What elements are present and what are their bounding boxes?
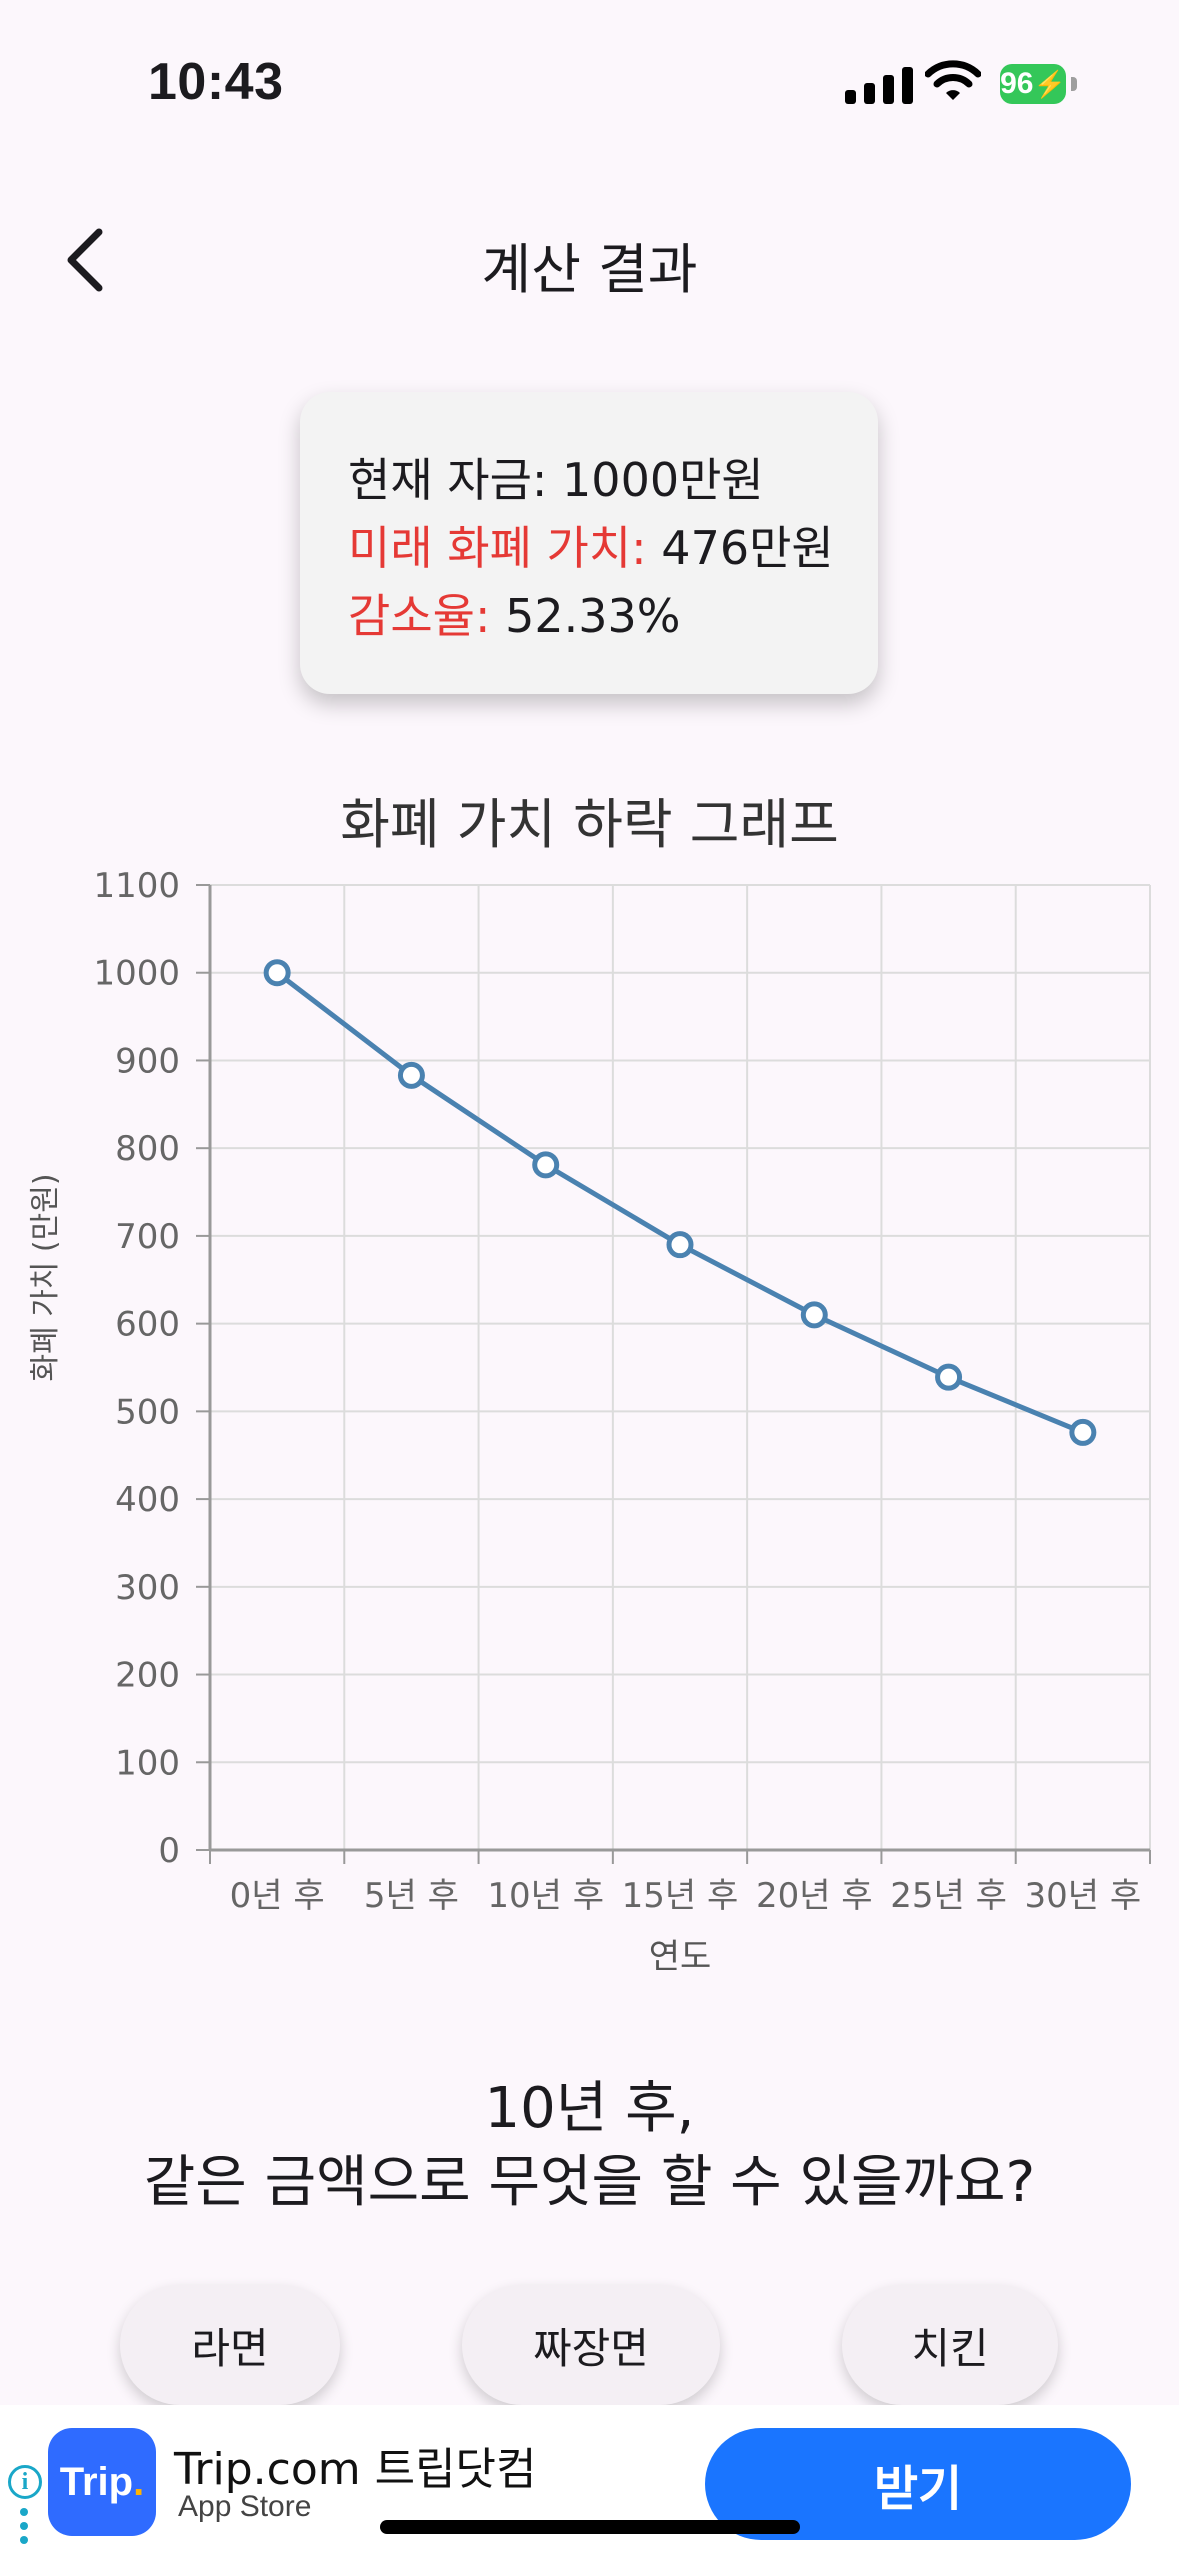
x-tick-label: 15년 후 xyxy=(622,1876,739,1916)
chip-jjajangmyeon[interactable]: 짜장면 xyxy=(462,2285,720,2405)
y-tick-label: 700 xyxy=(115,1217,180,1257)
future-value-row: 미래 화폐 가치: 476만원 xyxy=(348,512,834,578)
y-tick-label: 0 xyxy=(158,1831,180,1871)
chip-chicken[interactable]: 치킨 xyxy=(842,2285,1058,2405)
data-point xyxy=(935,1363,963,1391)
x-tick-label: 5년 후 xyxy=(364,1876,459,1916)
y-tick-label: 900 xyxy=(115,1041,180,1081)
y-axis-title: 화폐 가치 (만원) xyxy=(28,1173,63,1381)
page-title: 계산 결과 xyxy=(481,238,698,301)
current-funds-value: 1000만원 xyxy=(562,453,764,507)
ad-logo-dot: . xyxy=(133,2459,145,2504)
y-tick-label: 800 xyxy=(115,1129,180,1169)
summary-card: 현재 자금: 1000만원 미래 화폐 가치: 476만원 감소율: 52.33… xyxy=(300,392,878,694)
question-text: 10년 후, 같은 금액으로 무엇을 할 수 있을까요? xyxy=(0,2072,1179,2220)
ad-logo-text: Trip xyxy=(59,2459,134,2504)
y-tick-label: 1000 xyxy=(93,954,180,994)
y-tick-label: 500 xyxy=(115,1392,180,1432)
data-point xyxy=(1069,1418,1097,1446)
battery-cap xyxy=(1071,77,1077,91)
chip-ramen[interactable]: 라면 xyxy=(120,2285,340,2405)
data-point xyxy=(800,1301,828,1329)
back-button[interactable] xyxy=(50,215,120,305)
x-tick-label: 20년 후 xyxy=(756,1876,873,1916)
value-decline-chart: 0 100 200 300 400 500 600 700 800 900 1000 1100 0년 후… xyxy=(28,866,1151,1977)
y-tick-label: 600 xyxy=(115,1305,180,1345)
question-line-1: 10년 후, xyxy=(484,2076,695,2141)
decrease-rate-label: 감소율: xyxy=(348,589,491,643)
future-value-label: 미래 화폐 가치: xyxy=(348,521,647,575)
battery-level: 96 xyxy=(1000,67,1034,100)
trip-app-logo[interactable]: Trip. xyxy=(48,2428,156,2536)
wifi-icon xyxy=(924,60,982,106)
y-tick-label: 400 xyxy=(115,1480,180,1520)
y-tick-label: 300 xyxy=(115,1568,180,1608)
ad-options-icon[interactable] xyxy=(20,2508,28,2544)
status-time: 10:43 xyxy=(148,53,284,111)
question-line-2: 같은 금액으로 무엇을 할 수 있을까요? xyxy=(143,2150,1036,2215)
battery-icon: 96 ⚡ xyxy=(1000,64,1066,104)
ad-title[interactable]: Trip.com 트립닷컴 xyxy=(174,2444,537,2495)
x-tick-label: 30년 후 xyxy=(1025,1876,1142,1916)
y-tick-label: 200 xyxy=(115,1656,180,1696)
current-funds-row: 현재 자금: 1000만원 xyxy=(348,444,764,510)
chart-title: 화폐 가치 하락 그래프 xyxy=(340,793,839,856)
current-funds-label: 현재 자금: xyxy=(348,453,548,507)
data-point xyxy=(666,1231,694,1259)
data-point xyxy=(263,959,291,987)
home-indicator[interactable] xyxy=(380,2520,800,2534)
series-line xyxy=(275,970,1084,1435)
decrease-rate-value: 52.33% xyxy=(505,589,681,643)
ad-subtitle: App Store xyxy=(178,2490,312,2523)
data-point xyxy=(532,1151,560,1179)
y-tick-label: 1100 xyxy=(93,866,180,906)
decrease-rate-row: 감소율: 52.33% xyxy=(348,580,681,646)
y-tick-label: 100 xyxy=(115,1743,180,1783)
data-point xyxy=(397,1061,425,1089)
x-tick-label: 10년 후 xyxy=(487,1876,604,1916)
future-value-value: 476만원 xyxy=(661,521,834,575)
cellular-signal-icon xyxy=(845,64,913,104)
ad-info-icon[interactable]: i xyxy=(8,2465,42,2499)
x-tick-label: 25년 후 xyxy=(890,1876,1007,1916)
chevron-left-icon xyxy=(67,228,103,292)
x-axis-title: 연도 xyxy=(649,1937,712,1977)
x-tick-label: 0년 후 xyxy=(230,1876,325,1916)
